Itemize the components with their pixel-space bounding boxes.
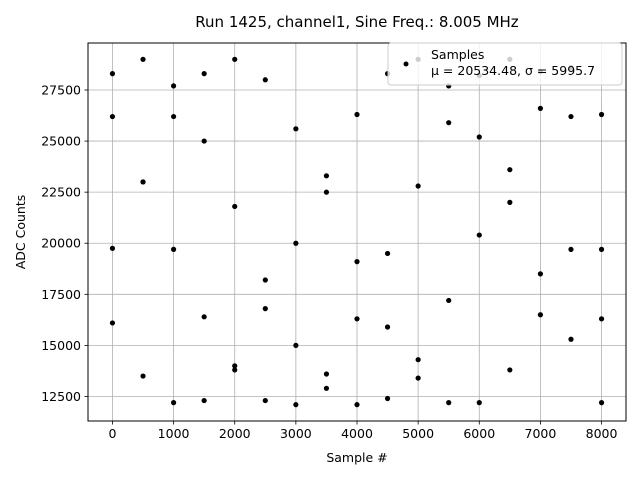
data-point [537, 312, 544, 318]
data-point [476, 232, 482, 238]
x-tick-label: 8000 [586, 426, 618, 441]
data-point [109, 245, 116, 251]
data-point [293, 240, 299, 246]
data-point [507, 367, 513, 373]
x-tick-label: 5000 [402, 426, 434, 441]
data-point [170, 400, 177, 406]
data-point [323, 189, 330, 195]
data-point [598, 316, 605, 322]
data-point [476, 400, 482, 406]
y-tick-label: 12500 [41, 389, 81, 404]
data-point [109, 320, 116, 326]
data-point [323, 385, 330, 391]
data-point [507, 167, 513, 173]
x-tick-label: 3000 [280, 426, 312, 441]
data-point [109, 71, 116, 77]
legend-marker [403, 61, 409, 67]
data-point [446, 120, 452, 126]
data-point [232, 56, 238, 62]
data-point [537, 105, 544, 111]
y-tick-label: 15000 [41, 338, 81, 353]
data-point [323, 173, 330, 179]
data-point [262, 397, 268, 404]
data-point [140, 179, 146, 185]
data-point [262, 77, 268, 83]
data-point [415, 183, 421, 189]
chart-title: Run 1425, channel1, Sine Freq.: 8.005 MH… [195, 13, 519, 31]
legend-box [387, 42, 623, 86]
data-point [354, 111, 360, 118]
y-tick-label: 20000 [41, 236, 81, 251]
data-point [476, 134, 482, 140]
data-point [537, 271, 544, 277]
legend: Samples μ = 20534.48, σ = 5995.7 [387, 42, 623, 86]
data-point [293, 402, 299, 408]
data-point [201, 71, 207, 77]
y-tick-label: 25000 [41, 134, 81, 149]
x-tick-label: 2000 [219, 426, 251, 441]
data-point [140, 373, 146, 379]
x-tick-label: 7000 [525, 426, 557, 441]
data-point [232, 367, 238, 373]
data-point [262, 277, 268, 283]
x-axis-label: Sample # [326, 450, 387, 465]
data-point [598, 111, 605, 118]
data-point [293, 126, 299, 132]
y-tick-label: 17500 [41, 287, 81, 302]
data-point [170, 246, 177, 252]
x-tick-label: 1000 [158, 426, 190, 441]
data-point [354, 402, 360, 408]
data-point [293, 342, 299, 348]
data-point [170, 83, 177, 89]
data-point [201, 397, 207, 404]
legend-series-name: Samples [431, 47, 484, 62]
data-point [384, 250, 391, 257]
data-point [598, 400, 605, 406]
x-tick-label: 4000 [341, 426, 373, 441]
data-point [201, 314, 207, 320]
data-point [354, 316, 360, 322]
y-ticks: 12500 15000 17500 20000 22500 25000 27500 [41, 82, 88, 404]
data-point [262, 306, 268, 312]
y-tick-label: 27500 [41, 82, 81, 97]
x-tick-label: 0 [108, 426, 116, 441]
data-point [354, 259, 360, 265]
data-point [415, 357, 421, 363]
data-point [201, 138, 207, 144]
data-point [598, 246, 605, 252]
x-tick-label: 6000 [463, 426, 495, 441]
data-point [446, 297, 452, 304]
data-point [170, 113, 177, 120]
data-point [568, 336, 574, 342]
data-point [446, 400, 452, 406]
y-axis-label: ADC Counts [13, 195, 28, 270]
data-point [323, 371, 330, 377]
data-point [568, 246, 574, 252]
x-ticks: 0 1000 2000 3000 4000 5000 6000 7000 8000 [108, 421, 617, 441]
data-point [568, 113, 574, 120]
data-point [140, 56, 146, 62]
data-point [109, 113, 116, 120]
legend-stats: μ = 20534.48, σ = 5995.7 [431, 63, 595, 78]
data-point [415, 375, 421, 381]
data-point [232, 203, 238, 210]
data-point [507, 199, 513, 205]
data-point [384, 324, 391, 330]
data-point [384, 395, 391, 402]
y-tick-label: 22500 [41, 185, 81, 200]
data-point [232, 363, 238, 369]
